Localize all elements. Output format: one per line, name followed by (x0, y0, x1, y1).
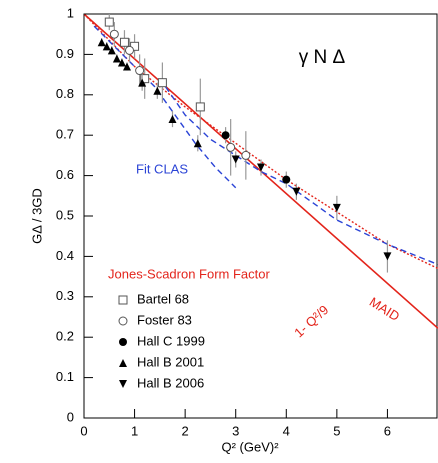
marker (157, 78, 167, 88)
y-tick-label: 1 (67, 5, 74, 20)
curve (93, 25, 438, 266)
marker (231, 155, 240, 164)
x-axis-label: Q² (GeV)² (221, 439, 279, 454)
marker (107, 46, 116, 55)
marker (383, 252, 392, 261)
y-tick-label: 0.6 (56, 167, 74, 182)
marker (153, 86, 162, 95)
legend-marker (119, 380, 127, 388)
legend-label: Hall C 1999 (137, 333, 205, 348)
legend-label: Foster 83 (137, 312, 192, 327)
marker (226, 142, 236, 152)
legend-marker (118, 316, 128, 326)
marker (112, 54, 121, 63)
marker (221, 131, 230, 140)
legend-label: Bartel 68 (137, 291, 189, 306)
marker (140, 74, 150, 84)
marker (104, 17, 114, 27)
marker (97, 38, 106, 47)
curve-label: MAID (367, 294, 403, 324)
y-tick-label: 0.7 (56, 127, 74, 142)
x-tick-label: 6 (384, 423, 391, 438)
x-tick-label: 0 (80, 423, 87, 438)
marker (282, 175, 291, 184)
y-tick-label: 0 (67, 409, 74, 424)
marker (122, 62, 131, 71)
y-axis-label: GΔ / 3GD (29, 188, 44, 244)
y-tick-label: 0.4 (56, 248, 74, 263)
marker (257, 163, 265, 172)
curve-label: Fit CLAS (136, 161, 188, 176)
curve-label: 1- Q²/9 (291, 302, 331, 340)
chart-title: γ N Δ (299, 47, 346, 68)
legend-marker (118, 295, 128, 305)
marker (332, 203, 341, 212)
legend-label: Hall B 2001 (137, 354, 204, 369)
x-tick-label: 1 (131, 423, 138, 438)
legend-marker (119, 359, 127, 367)
marker (119, 37, 129, 47)
x-tick-label: 3 (232, 423, 239, 438)
y-tick-label: 0.2 (56, 329, 74, 344)
y-tick-label: 0.1 (56, 369, 74, 384)
annotation: Jones-Scadron Form Factor (108, 266, 271, 281)
marker (193, 139, 202, 148)
marker (138, 78, 147, 87)
marker (292, 187, 301, 196)
marker (125, 45, 135, 55)
marker (102, 42, 111, 51)
y-tick-label: 0.9 (56, 46, 74, 61)
marker (135, 66, 145, 76)
marker (117, 58, 126, 67)
y-tick-label: 0.8 (56, 86, 74, 101)
curve (84, 14, 438, 270)
x-tick-label: 5 (333, 423, 340, 438)
legend-label: Hall B 2006 (137, 375, 204, 390)
y-tick-label: 0.3 (56, 288, 74, 303)
marker (195, 102, 205, 112)
x-tick-label: 2 (182, 423, 189, 438)
marker (168, 115, 177, 124)
legend-marker (119, 338, 127, 346)
marker (109, 29, 119, 39)
y-tick-label: 0.5 (56, 207, 74, 222)
x-tick-label: 4 (283, 423, 290, 438)
marker (241, 150, 251, 160)
